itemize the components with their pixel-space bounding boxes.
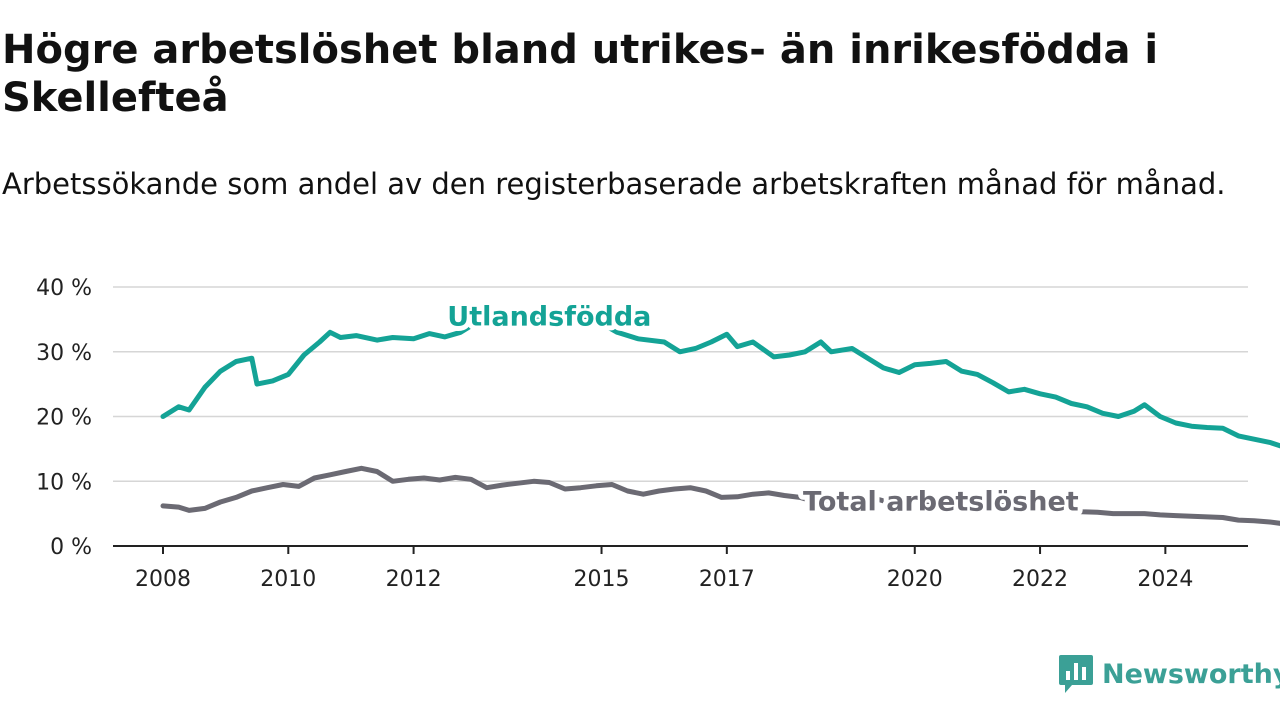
x-tick-label: 2012 [386, 567, 442, 592]
series-labels: Utlandsfödda12,6 %Total arbetslöshet4,5 … [442, 296, 1084, 522]
x-tick-label: 2015 [574, 567, 630, 592]
newsworthy-logo-icon [1059, 655, 1093, 693]
brand-logo: Newsworthy [1058, 652, 1280, 696]
x-tick-label: 2017 [699, 567, 755, 592]
grid-lines [113, 286, 1248, 482]
series-lines [160, 313, 1280, 526]
chart-title: Högre arbetslöshet bland utrikes- än inr… [2, 27, 1159, 121]
y-tick-label: 40 % [36, 276, 92, 301]
x-tick-label: 2008 [135, 567, 191, 592]
series-line-1 [160, 465, 1280, 526]
x-axis-ticks: 2008 2010 2012 2015 2017 2020 2022 2024 [135, 546, 1193, 592]
x-tick-label: 2024 [1137, 567, 1193, 592]
series-line-0 [160, 313, 1280, 449]
brand-name: Newsworthy [1102, 658, 1280, 690]
series-label: Utlandsfödda [447, 301, 651, 332]
chart-subtitle: Arbetssökande som andel av den registerb… [2, 167, 1226, 201]
y-tick-label: 30 % [36, 341, 92, 366]
y-tick-label: 10 % [36, 470, 92, 495]
y-axis-ticks: 0 % 10 % 20 % 30 % 40 % [36, 276, 92, 560]
x-tick-label: 2010 [260, 567, 316, 592]
x-tick-label: 2022 [1012, 567, 1068, 592]
y-tick-label: 0 % [50, 535, 92, 560]
series-label: Total arbetslöshet [803, 487, 1079, 518]
x-tick-label: 2020 [887, 567, 943, 592]
y-tick-label: 20 % [36, 406, 92, 431]
